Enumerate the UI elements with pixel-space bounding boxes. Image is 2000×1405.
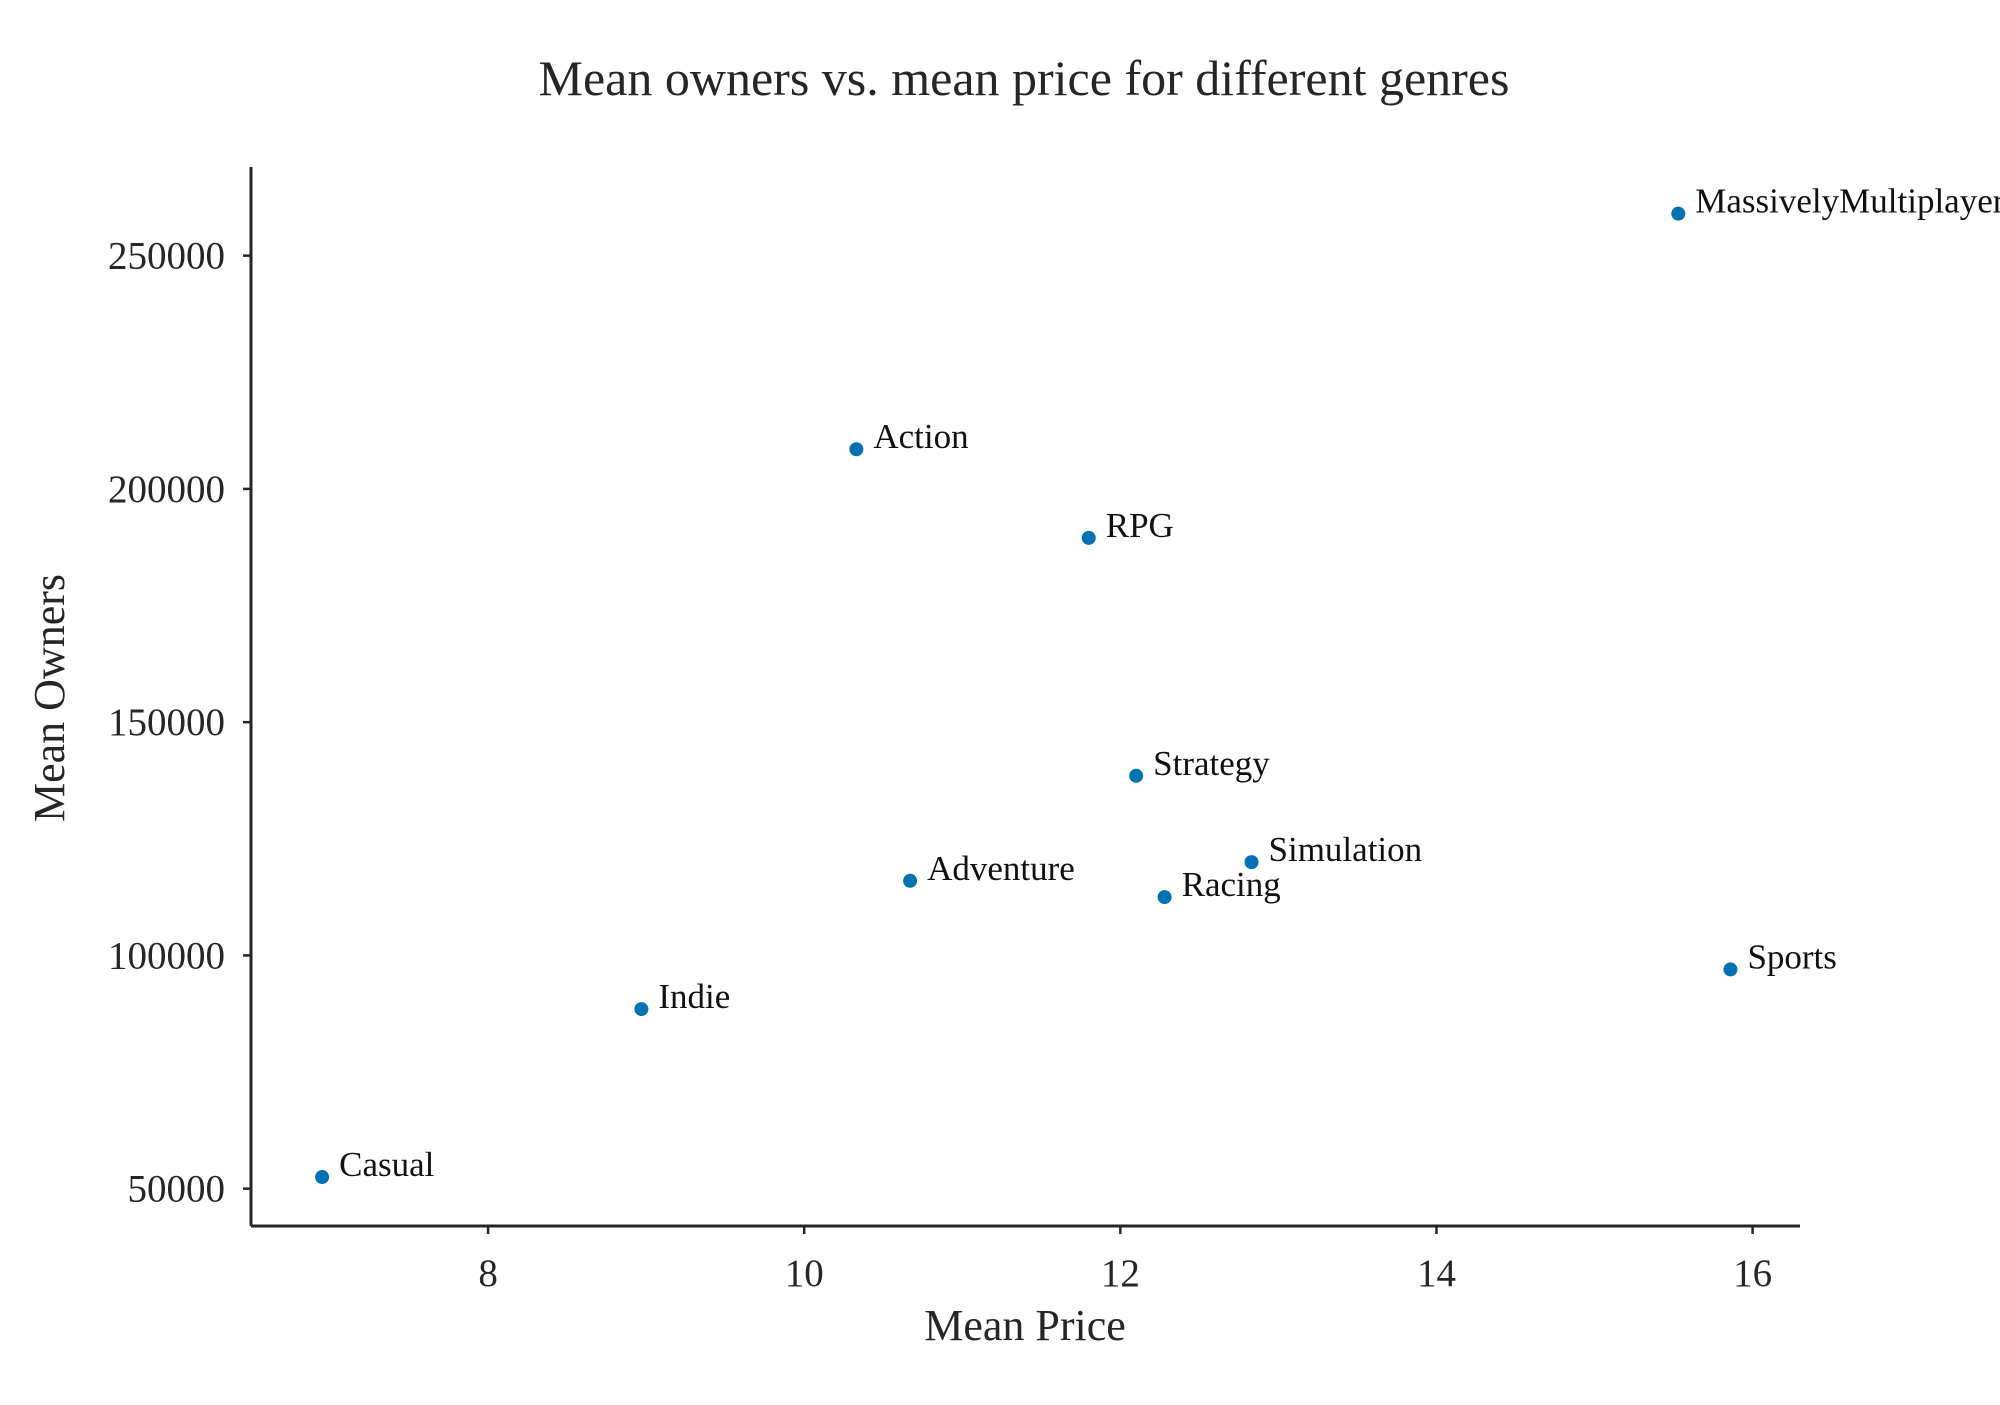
point-label: Racing [1182, 865, 1281, 904]
data-point [1671, 206, 1686, 221]
data-point [849, 442, 864, 457]
x-axis-label: Mean Price [924, 1301, 1126, 1350]
data-point [634, 1002, 649, 1017]
x-tick-label: 12 [1101, 1252, 1140, 1295]
chart-title: Mean owners vs. mean price for different… [539, 50, 1510, 106]
point-label: Indie [658, 977, 730, 1016]
point-label: RPG [1106, 506, 1174, 545]
point-label: Simulation [1269, 830, 1423, 869]
data-point [1244, 855, 1259, 870]
point-labels: Casual Indie Action Adventure RPG Strategy Rac… [339, 182, 2000, 1184]
y-tick-label: 50000 [128, 1168, 226, 1211]
data-point [315, 1170, 330, 1185]
point-label: Casual [339, 1145, 435, 1184]
point-label: Action [873, 417, 968, 456]
data-point [1081, 530, 1096, 545]
y-tick-label: 200000 [108, 468, 225, 511]
y-ticks: 50000 100000 150000 200000 250000 [108, 235, 251, 1211]
x-tick-label: 10 [785, 1252, 824, 1295]
x-tick-label: 16 [1733, 1252, 1772, 1295]
data-point [1129, 768, 1144, 783]
data-point [1723, 962, 1738, 977]
data-points [315, 206, 1738, 1185]
point-label: Strategy [1153, 744, 1270, 783]
y-tick-label: 250000 [108, 235, 225, 278]
point-label: MassivelyMultiplayer [1695, 182, 2000, 221]
x-tick-label: 8 [478, 1252, 498, 1295]
point-label: Sports [1747, 937, 1836, 976]
data-point [903, 873, 918, 888]
point-label: Adventure [927, 849, 1075, 888]
y-axis-label: Mean Owners [25, 574, 74, 822]
y-tick-label: 100000 [108, 934, 225, 977]
data-point [1157, 890, 1172, 905]
x-tick-label: 14 [1417, 1252, 1456, 1295]
y-tick-label: 150000 [108, 701, 225, 744]
x-ticks: 8 10 12 14 16 [478, 1226, 1772, 1295]
